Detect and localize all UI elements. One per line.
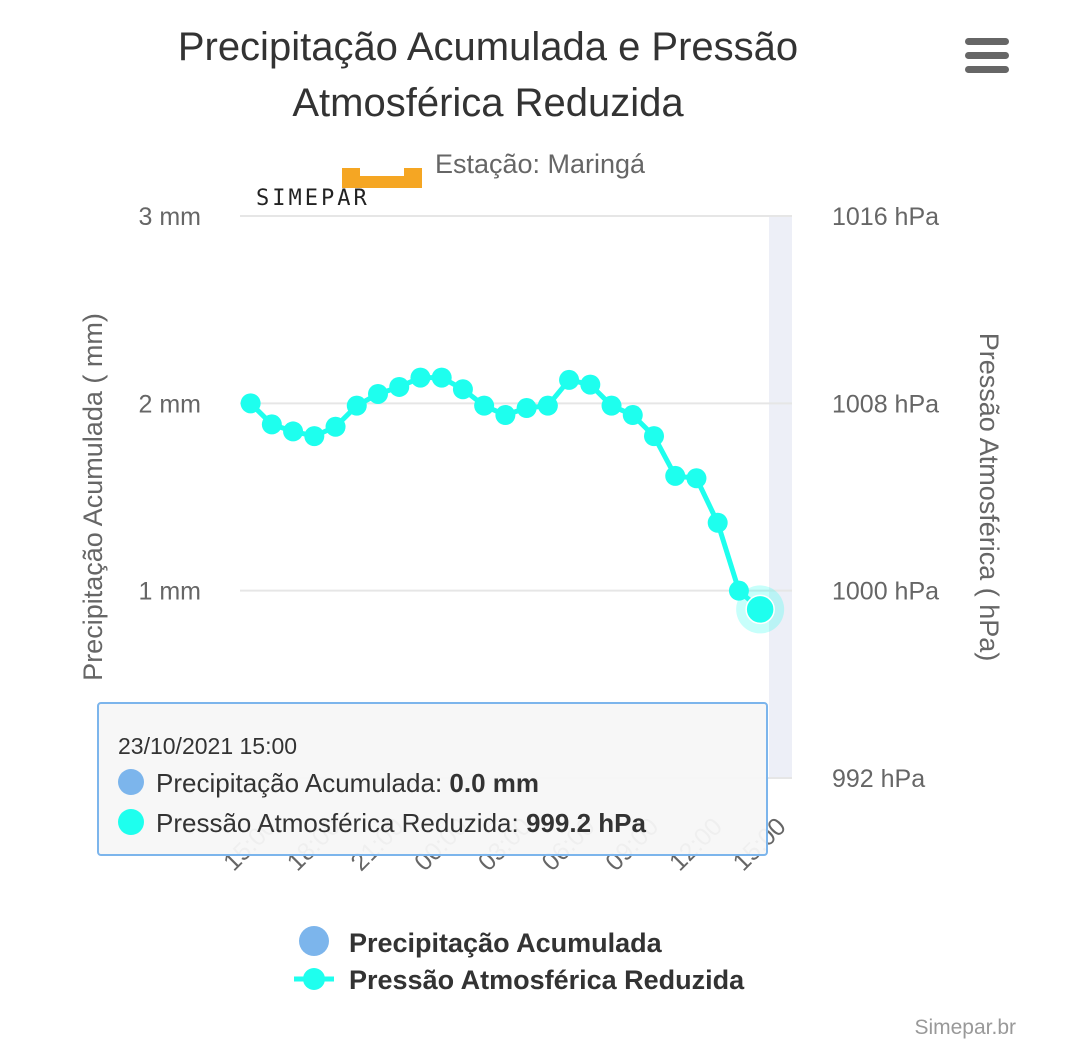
pressure-point: [728, 580, 749, 601]
left-axis-ticks: 1 mm 2 mm 3 mm: [139, 203, 202, 606]
legend-item-precip[interactable]: Precipitação Acumulada: [299, 926, 663, 958]
pressure-point: [410, 367, 431, 388]
chart-subtitle: Estação: Maringá: [435, 149, 646, 179]
tooltip: 23/10/2021 15:00 Precipitação Acumulada:…: [97, 702, 768, 856]
pressure-point: [559, 369, 580, 390]
pressure-point: [283, 421, 304, 442]
tooltip-precip-line: Precipitação Acumulada: 0.0 mm: [156, 768, 539, 798]
legend-item-pressure[interactable]: Pressão Atmosférica Reduzida: [294, 965, 745, 995]
credits-link[interactable]: Simepar.br: [914, 1016, 1016, 1039]
pressure-point: [474, 395, 495, 416]
logo-text: SIMEPAR: [256, 186, 370, 211]
pressure-point: [665, 465, 686, 486]
series-group: [240, 367, 785, 634]
pressure-point: [304, 426, 325, 447]
pressure-point: [644, 426, 664, 447]
pressure-point: [580, 374, 601, 395]
left-axis-title: Precipitação Acumulada ( mm): [78, 313, 108, 681]
tooltip-precip-label: Precipitação Acumulada:: [156, 768, 449, 798]
pressure-point: [368, 383, 388, 404]
pressure-point: [261, 414, 282, 435]
pressure-point: [745, 594, 775, 625]
grid-lines: [240, 215, 792, 779]
pressure-point: [346, 395, 367, 416]
left-tick-label: 1 mm: [139, 578, 202, 606]
pressure-point: [686, 468, 707, 489]
legend-pressure-marker: [303, 968, 325, 990]
right-axis-title: Pressão Atmosférica ( hPa): [974, 333, 1004, 662]
pressure-point: [431, 367, 452, 388]
pressure-point: [452, 379, 473, 400]
right-tick-label: 1000 hPa: [832, 578, 939, 606]
chart-title-line-2: Atmosférica Reduzida: [292, 81, 684, 125]
pressure-point: [537, 395, 558, 416]
pressure-point: [622, 405, 643, 426]
legend-precip-marker: [299, 926, 329, 956]
tooltip-pressure-marker: [118, 809, 144, 835]
left-tick-label: 2 mm: [139, 390, 202, 418]
tooltip-precip-value: 0.0 mm: [449, 768, 539, 798]
tooltip-pressure-line: Pressão Atmosférica Reduzida: 999.2 hPa: [156, 808, 646, 838]
pressure-point: [707, 512, 728, 533]
pressure-point: [325, 416, 346, 437]
tooltip-precip-marker: [118, 769, 144, 795]
hamburger-menu-icon[interactable]: [958, 30, 1020, 82]
left-tick-label: 3 mm: [139, 203, 202, 231]
pressure-point: [389, 376, 410, 397]
tooltip-pressure-label: Pressão Atmosférica Reduzida:: [156, 808, 526, 838]
pressure-point: [240, 393, 261, 414]
tooltip-pressure-value: 999.2 hPa: [526, 808, 647, 838]
legend-precip-label[interactable]: Precipitação Acumulada: [349, 928, 663, 958]
right-tick-label: 1008 hPa: [832, 390, 939, 418]
right-axis-ticks: 992 hPa 1000 hPa 1008 hPa 1016 hPa: [832, 203, 939, 793]
chart-title-line-1: Precipitação Acumulada e Pressão: [178, 25, 798, 69]
right-tick-label: 992 hPa: [832, 765, 925, 793]
pressure-point: [601, 395, 622, 416]
hover-band: [769, 216, 792, 778]
legend-pressure-label[interactable]: Pressão Atmosférica Reduzida: [349, 965, 745, 995]
pressure-point: [495, 405, 516, 426]
legend: Precipitação Acumulada Pressão Atmosféri…: [294, 926, 745, 995]
right-tick-label: 1016 hPa: [832, 203, 939, 231]
simepar-logo: SIMEPAR: [256, 168, 422, 211]
pressure-point: [516, 398, 537, 419]
tooltip-date: 23/10/2021 15:00: [118, 733, 297, 759]
